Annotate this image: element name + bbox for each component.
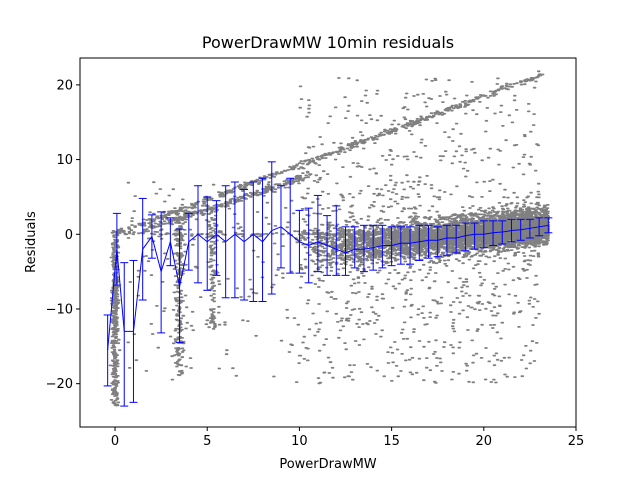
errorbar-37 [437,224,451,256]
errorbar-34 [409,224,424,261]
errorbar-6 [151,211,166,334]
x-axis-label: PowerDrawMW [279,457,376,472]
errorbar-40 [465,222,479,250]
errorbar-14 [225,181,239,299]
errorbar-19 [271,185,285,269]
errorbar-22 [299,207,313,284]
errorbar-17 [253,177,267,303]
errorbar-31 [382,226,396,267]
x-tick-label-0: 0 [111,434,119,449]
errorbar-18 [262,161,276,295]
x-axis-ticks: 0 5 10 15 20 25 [111,427,584,449]
errorbar-12 [206,200,221,276]
errorbar-29 [363,224,378,271]
errorbar-4 [132,197,147,332]
errorbar-36 [428,226,442,258]
errorbar-48 [539,217,553,234]
errorbars [103,161,553,407]
errorbar-7 [160,217,175,272]
x-tick-label-5: 25 [568,434,585,449]
x-tick-label-3: 15 [383,434,400,449]
errorbar-9 [179,212,193,287]
errorbar-23 [308,194,322,273]
y-tick-label-4: 20 [56,78,73,93]
errorbar-27 [345,226,359,269]
y-tick-label-1: −10 [46,302,73,317]
errorbar-33 [400,226,415,265]
errorbar-43 [492,220,507,245]
errorbar-26 [336,226,350,276]
y-tick-label-0: −20 [46,377,73,392]
x-tick-label-1: 5 [203,434,211,449]
errorbar-15 [234,188,249,301]
errorbar-46 [520,218,534,239]
errorbar-25 [326,205,341,276]
errorbar-39 [456,222,470,252]
errorbar-42 [483,220,498,246]
errorbar-2 [116,249,129,407]
errorbar-28 [354,224,368,273]
errorbar-38 [446,224,461,254]
scatter-points-path [108,70,551,407]
errorbar-35 [419,224,433,259]
errorbar-11 [197,196,212,291]
x-tick-label-2: 10 [291,434,308,449]
scatter-points [108,70,551,407]
errorbar-16 [243,181,258,303]
errorbar-30 [373,224,387,269]
errorbar-20 [280,177,295,274]
errorbar-32 [391,226,405,265]
chart-title: PowerDrawMW 10min residuals [202,33,454,52]
y-tick-label-2: 0 [65,228,73,243]
y-axis-ticks: −20 −10 0 10 20 [46,78,80,392]
errorbar-0 [103,314,112,387]
x-tick-label-4: 20 [476,434,493,449]
plot-frame [79,57,577,428]
y-axis-label: Residuals [24,211,39,273]
y-tick-label-3: 10 [56,153,73,168]
